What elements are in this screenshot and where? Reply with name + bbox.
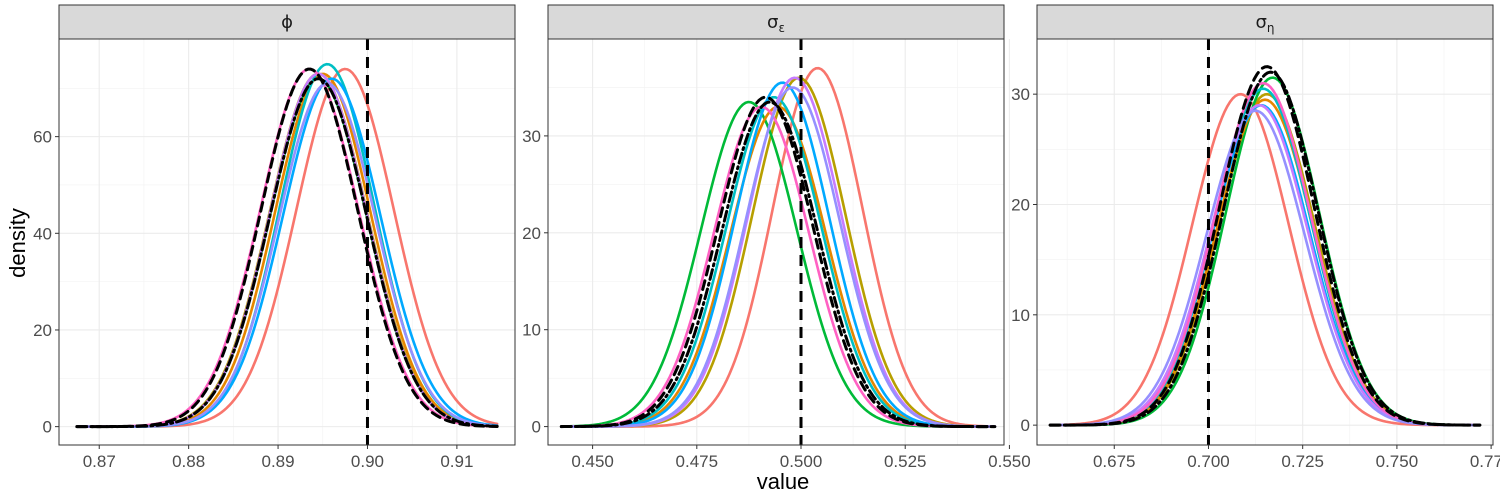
y-tick-label: 20	[522, 224, 541, 243]
x-tick-label: 0.550	[988, 452, 1031, 471]
x-tick-label: 0.525	[884, 452, 927, 471]
x-tick-label: 0.775	[1470, 452, 1500, 471]
y-tick-label: 10	[1011, 306, 1030, 325]
panel-background	[548, 39, 1004, 445]
y-tick-label: 60	[33, 128, 52, 147]
x-tick-label: 0.88	[172, 452, 205, 471]
facet-title: ϕ	[281, 12, 293, 33]
x-tick-label: 0.91	[440, 452, 473, 471]
density-curve-9	[560, 86, 997, 428]
x-tick-label: 0.87	[83, 452, 116, 471]
x-tick-label: 0.475	[676, 452, 719, 471]
density-curve-dotdash	[75, 77, 499, 429]
density-curve-9	[1048, 109, 1482, 427]
density-curve-dotdash	[559, 100, 997, 429]
y-tick-label: 10	[522, 321, 541, 340]
y-tick-label: 20	[33, 321, 52, 340]
y-tick-label: 40	[33, 224, 52, 243]
y-tick-label: 0	[1021, 416, 1030, 435]
x-tick-label: 0.450	[571, 452, 614, 471]
facet-title-subscript: η	[1267, 21, 1275, 35]
strip-background	[1036, 4, 1494, 40]
y-tick-label: 0	[43, 418, 52, 437]
strip-background	[547, 4, 1005, 40]
x-tick-label: 0.700	[1187, 452, 1230, 471]
density-curve-dotdash	[1048, 70, 1482, 427]
x-tick-label: 0.89	[262, 452, 295, 471]
density-curve-1	[1048, 92, 1482, 427]
y-axis-title: density	[5, 208, 30, 278]
y-tick-label: 0	[532, 418, 541, 437]
strip-background	[58, 4, 516, 40]
x-tick-label: 0.500	[780, 452, 823, 471]
x-tick-label: 0.90	[351, 452, 384, 471]
x-tick-label: 0.750	[1376, 452, 1419, 471]
x-axis-title: value	[757, 469, 810, 494]
x-tick-label: 0.725	[1281, 452, 1324, 471]
y-tick-label: 20	[1011, 195, 1030, 214]
facet-panel-1: ϕ 0.87 0.88 0.89 0.90 0.91 0 20 40 60	[33, 4, 516, 471]
y-tick-label: 30	[522, 127, 541, 146]
facet-title-subscript: ε	[778, 21, 785, 35]
x-tick-label: 0.675	[1093, 452, 1136, 471]
y-tick-label: 30	[1011, 85, 1030, 104]
